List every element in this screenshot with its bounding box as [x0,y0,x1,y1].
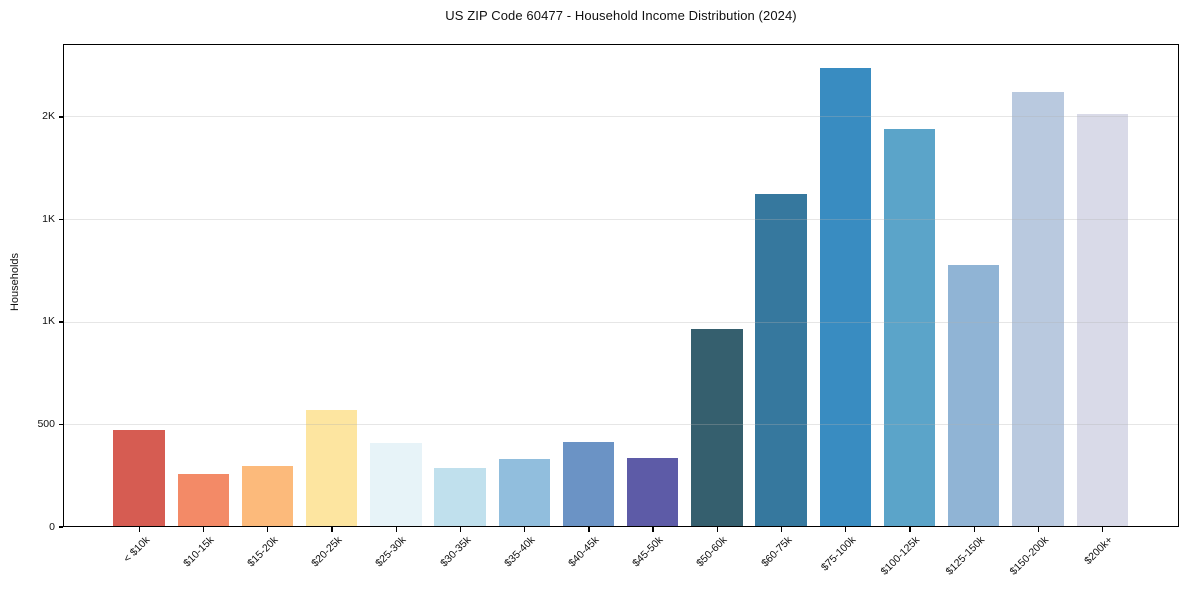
bar--40-45k [562,441,615,526]
bar--75-100k [819,67,872,526]
y-tick-label: 0 [49,520,55,533]
x-tick-mark [524,527,526,532]
bar--30-35k [434,467,486,526]
x-tick-label: $150-200k [1007,534,1051,578]
bar--125-150k [948,264,1000,526]
x-tick-label: $75-100k [818,534,859,574]
gridline [64,218,1178,220]
y-tick-label: 1K [42,212,55,225]
x-tick-label: $10-15k [180,534,217,570]
x-tick-label: $45-50k [630,534,666,570]
bar--35-40k [498,459,550,526]
x-tick-mark [395,527,397,532]
bar--150-200k [1012,92,1064,526]
gridline [64,116,1178,118]
x-tick-mark [845,527,847,532]
x-tick-label: $60-75k [758,534,795,570]
y-axis-label: Households [9,252,21,312]
bar--50-60k [691,329,743,526]
bar--60-75k [755,193,807,526]
y-tick-label: 1K [42,315,55,328]
x-tick-mark [1037,527,1040,532]
x-tick-label: $125-150k [943,534,987,578]
chart-title: US ZIP Code 60477 - Household Income Dis… [445,8,797,23]
gridline [64,321,1178,323]
x-tick-mark [716,527,718,532]
bar--15-20k [241,465,294,526]
x-tick-label: $35-40k [501,534,538,570]
x-tick-mark [331,527,333,532]
bar--100-125k [883,129,936,526]
x-tick-label: $30-35k [437,534,473,570]
x-tick-label: $50-60k [694,534,730,570]
x-tick-label: $100-125k [878,534,923,578]
bar--10-15k [177,473,229,526]
x-tick-label: $25-30k [373,534,409,570]
bar--200k+ [1076,113,1128,526]
plot-area [63,44,1179,527]
x-tick-mark [202,527,205,532]
gridline [64,424,1178,426]
y-tick-mark [58,423,63,426]
y-tick-mark [58,321,63,323]
x-tick-label: $200k+ [1082,534,1116,568]
x-tick-mark [652,527,654,532]
y-tick-mark [58,116,63,118]
x-tick-mark [780,527,783,532]
x-tick-label: $40-45k [566,534,602,570]
x-tick-label: $20-25k [309,534,345,570]
y-tick-label: 500 [37,417,55,430]
x-tick-mark [267,527,269,532]
bar--25-30k [370,442,422,526]
bar--20-25k [305,410,358,526]
x-tick-mark [588,527,590,532]
bar--10k [113,429,165,526]
x-tick-mark [909,527,911,532]
bar--45-50k [627,458,679,526]
x-tick-mark [459,527,462,532]
x-tick-mark [973,527,975,532]
y-tick-mark [58,526,63,528]
y-tick-label: 2K [42,110,55,123]
y-tick-mark [58,218,63,221]
x-tick-mark [138,527,141,532]
x-tick-mark [1101,527,1104,532]
x-tick-label: < $10k [120,534,152,565]
x-tick-label: $15-20k [245,534,281,570]
